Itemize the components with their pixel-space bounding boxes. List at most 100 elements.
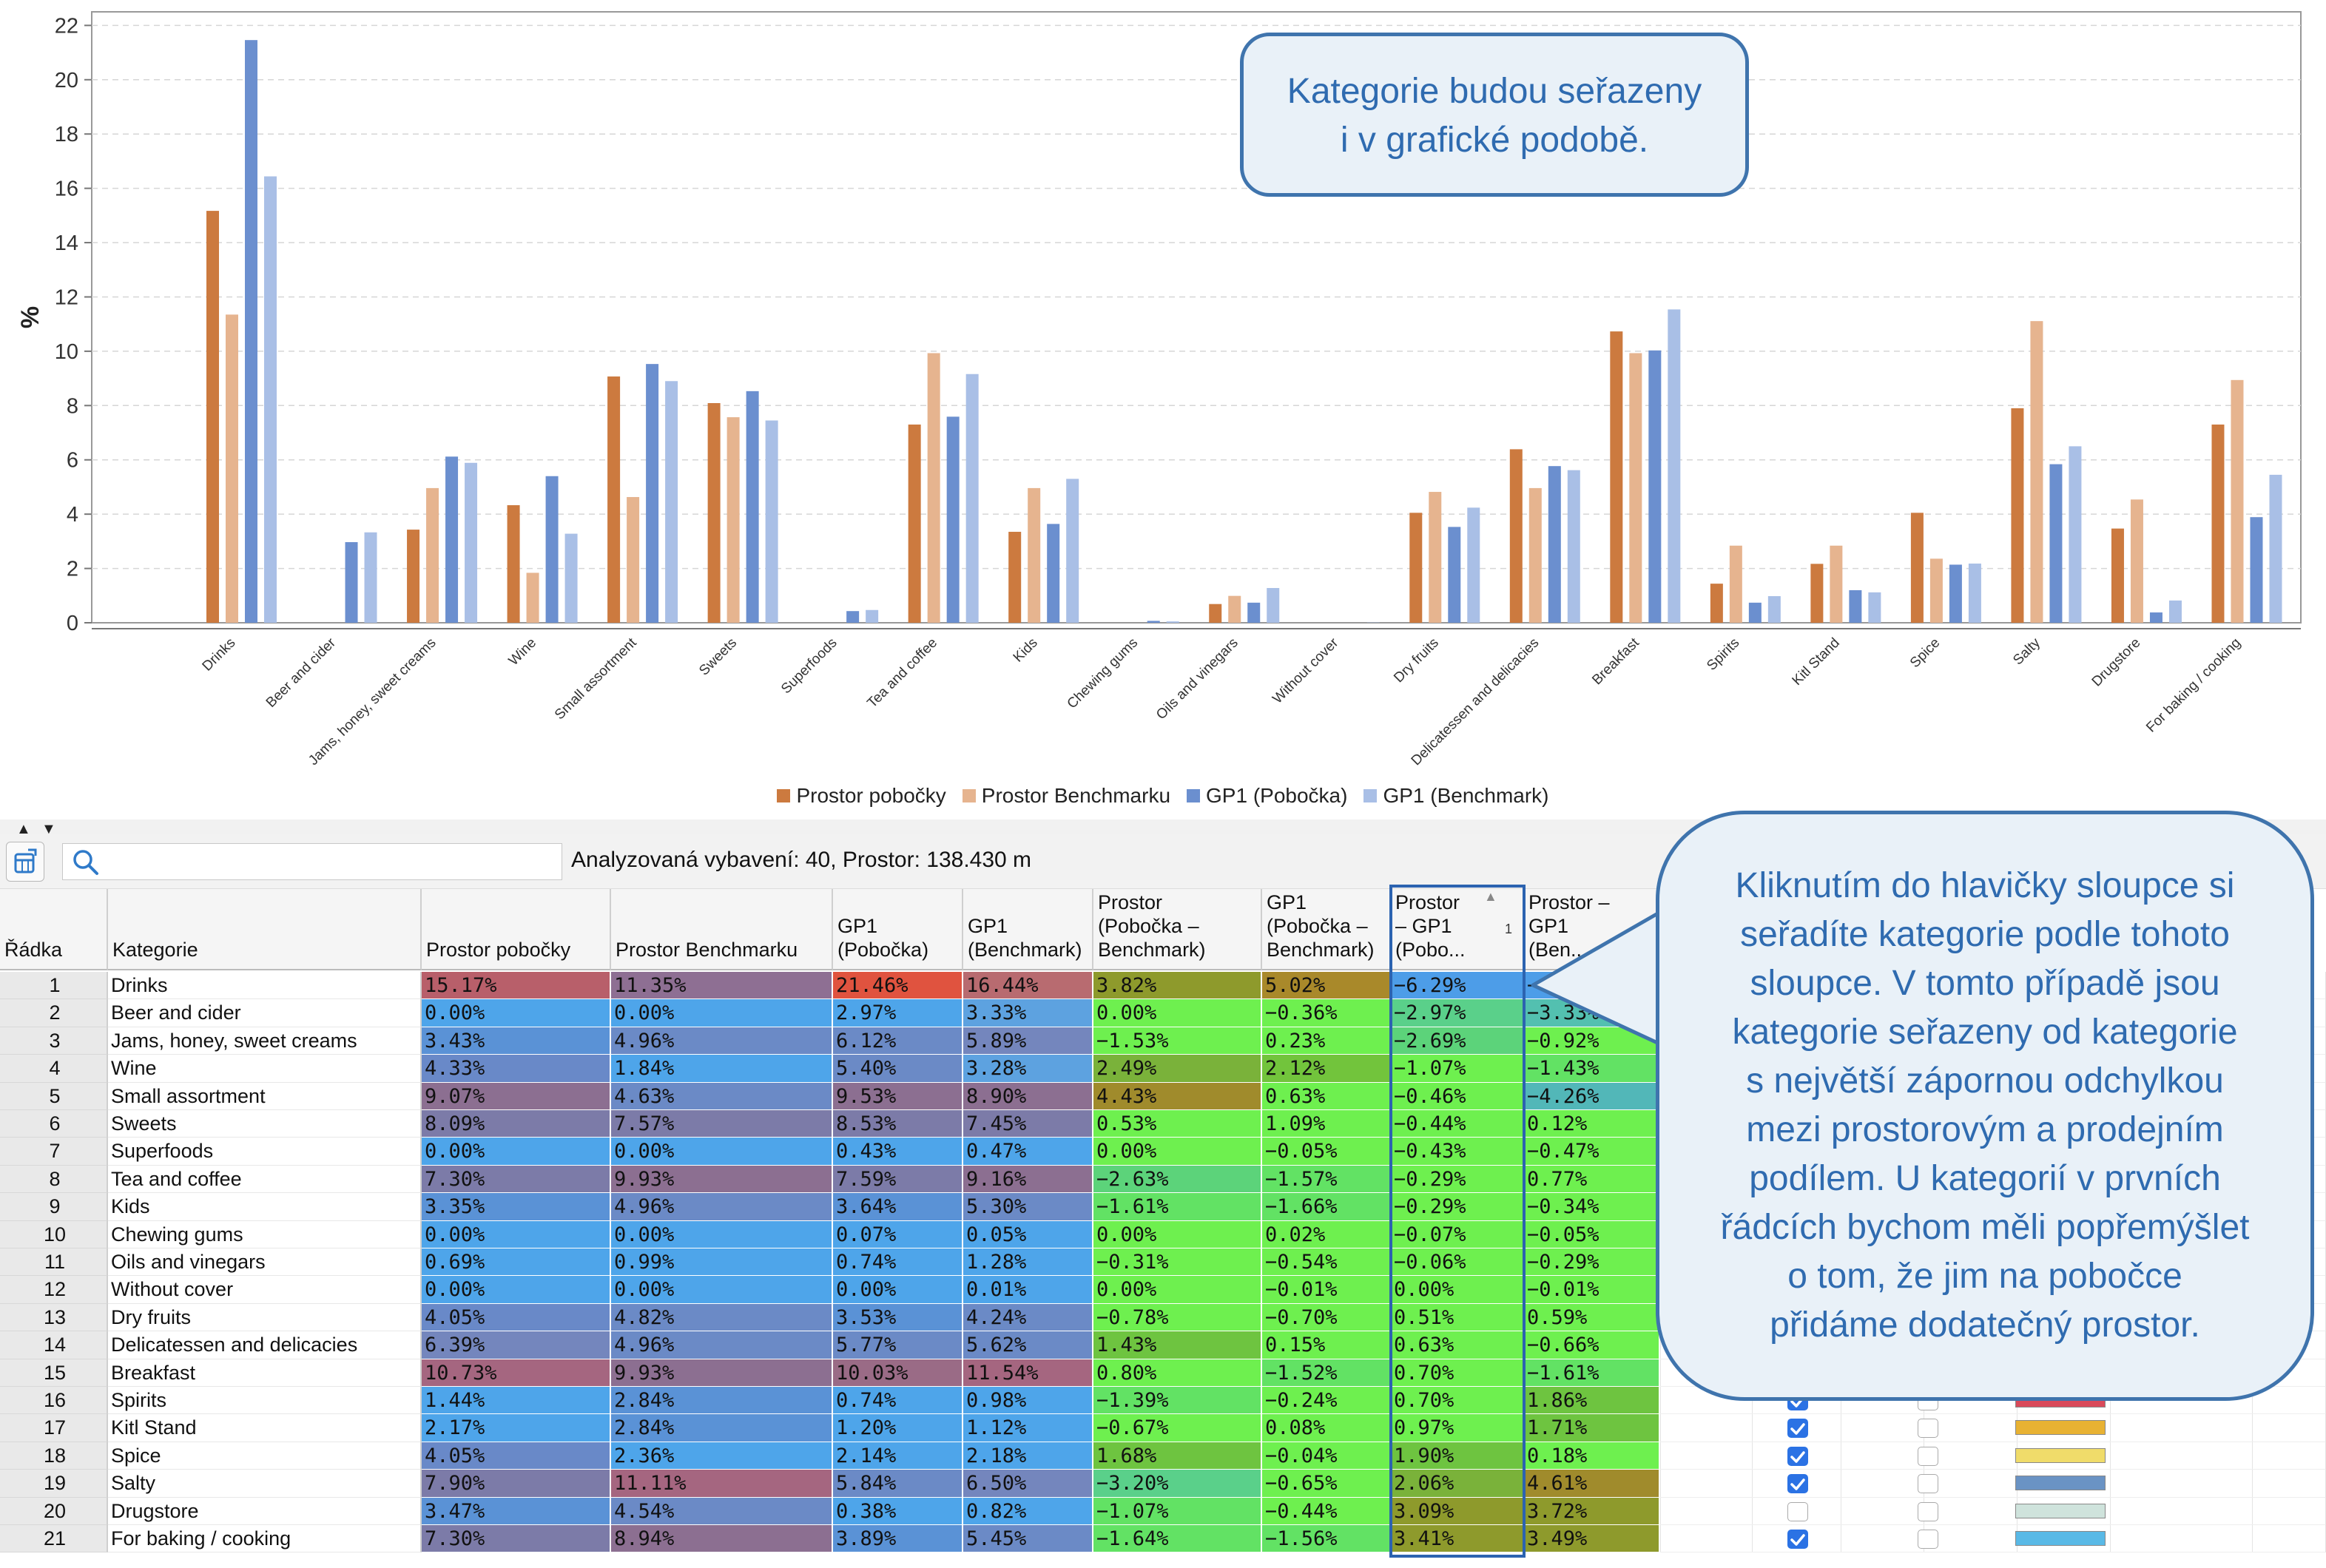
checkbox-unchecked[interactable] xyxy=(1918,1530,1938,1549)
column-divider xyxy=(2110,1497,2111,1524)
category-cell: Oils and vinegars xyxy=(108,1248,422,1277)
column-divider xyxy=(2252,1470,2253,1497)
column-divider xyxy=(2252,1525,2253,1552)
color-swatch[interactable] xyxy=(2015,1420,2106,1436)
header-gp1-diff[interactable]: GP1 (Pobočka – Benchmark) xyxy=(1262,889,1391,970)
color-swatch[interactable] xyxy=(2015,1503,2106,1518)
category-cell: Small assortment xyxy=(108,1082,422,1110)
header-prostor-pobocky[interactable]: Prostor pobočky xyxy=(422,889,611,970)
value-cell: 0.00% xyxy=(422,1276,611,1304)
export-button[interactable] xyxy=(6,842,44,882)
expand-down-icon[interactable]: ▼ xyxy=(41,821,56,837)
bar-15-0 xyxy=(1710,584,1723,623)
search-input[interactable] xyxy=(62,843,562,880)
value-cell: −2.63% xyxy=(1093,1165,1262,1194)
checkbox-checked[interactable] xyxy=(1787,1474,1808,1494)
table-row[interactable]: 18 Spice 4.05% 2.36% 2.14% 2.18% 1.68% −0.04% 1.… xyxy=(0,1442,2326,1470)
value-cell: −4.26% xyxy=(1524,1082,1660,1110)
checkbox-unchecked[interactable] xyxy=(1918,1474,1938,1494)
row-number: 12 xyxy=(0,1276,108,1304)
value-cell: −2.69% xyxy=(1391,1027,1524,1055)
header-prostor-gp1-pobocka[interactable]: Prostor – GP1 (Pobo... xyxy=(1391,889,1524,970)
row-number: 18 xyxy=(0,1442,108,1470)
header-prostor-gp1-benchmark[interactable]: Prostor – GP1 (Ben... xyxy=(1524,889,1660,970)
value-cell: 0.82% xyxy=(963,1497,1093,1525)
bar-16-3 xyxy=(1868,592,1881,623)
checkbox-checked[interactable] xyxy=(1787,1530,1808,1549)
header-prostor-diff[interactable]: Prostor (Pobočka – Benchmark) xyxy=(1093,889,1262,970)
sort-indicator: 1 xyxy=(1505,922,1513,936)
bar-7-3 xyxy=(965,374,979,623)
value-cell: 3.33% xyxy=(963,999,1093,1027)
callout-bottom-line-9: o tom, že jim na pobočce xyxy=(1787,1257,2182,1296)
value-cell: 1.12% xyxy=(963,1414,1093,1442)
column-divider xyxy=(2252,1414,2253,1442)
bar-12-0 xyxy=(1409,513,1423,623)
value-cell: 4.61% xyxy=(1524,1470,1660,1498)
callout-bottom-line-3: sloupce. V tomto případě jsou xyxy=(1750,964,2220,1003)
column-divider xyxy=(1752,1414,1753,1442)
table-row[interactable]: 12 Without cover 0.00% 0.00% 0.00% 0.01% 0.00%… xyxy=(0,1276,2326,1304)
table-row[interactable]: 21 For baking / cooking 7.30% 8.94% 3.89% 5.4… xyxy=(0,1525,2326,1553)
category-cell: Wine xyxy=(108,1055,422,1083)
category-label-15: Spirits xyxy=(1704,635,1742,674)
value-cell: 3.47% xyxy=(422,1497,611,1525)
header-gp1-benchmark[interactable]: GP1 (Benchmark) xyxy=(963,889,1093,970)
value-cell: −1.64% xyxy=(1093,1525,1262,1553)
value-cell: −0.05% xyxy=(1524,1220,1660,1248)
table-row[interactable]: 17 Kitl Stand 2.17% 2.84% 1.20% 1.12% −0.67% 0.… xyxy=(0,1414,2326,1442)
bar-19-1 xyxy=(2130,499,2143,623)
value-cell: 1.44% xyxy=(422,1387,611,1415)
table-row[interactable]: 20 Drugstore 3.47% 4.54% 0.38% 0.82% −1.07% −0.… xyxy=(0,1497,2326,1525)
checkbox-checked[interactable] xyxy=(1787,1446,1808,1466)
checkbox-unchecked[interactable] xyxy=(1918,1501,1938,1521)
value-cell: −0.47% xyxy=(1524,1138,1660,1166)
value-cell: 9.93% xyxy=(611,1165,833,1194)
value-cell: 5.30% xyxy=(963,1193,1093,1221)
header-category[interactable]: Kategorie xyxy=(108,889,422,970)
checkbox-unchecked[interactable] xyxy=(1918,1446,1938,1466)
color-swatch[interactable] xyxy=(2015,1447,2106,1463)
value-cell: 0.77% xyxy=(1524,1165,1660,1194)
bar-15-3 xyxy=(1767,596,1781,623)
bar-0-0 xyxy=(206,211,219,624)
value-cell: 0.00% xyxy=(1093,1276,1262,1304)
value-cell: 4.63% xyxy=(611,1082,833,1110)
value-cell: −0.29% xyxy=(1391,1193,1524,1221)
value-cell: 0.01% xyxy=(963,1276,1093,1304)
value-cell: −0.54% xyxy=(1262,1248,1391,1277)
expand-up-icon[interactable]: ▲ xyxy=(16,821,31,837)
row-number: 14 xyxy=(0,1331,108,1359)
bar-5-3 xyxy=(765,420,778,623)
y-axis-title: % xyxy=(16,306,44,328)
bar-19-2 xyxy=(2149,612,2162,623)
header-gp1-pobocka[interactable]: GP1 (Pobočka) xyxy=(833,889,963,970)
value-cell: −1.43% xyxy=(1524,1055,1660,1083)
table-row[interactable]: 4 Wine 4.33% 1.84% 5.40% 3.28% 2.49% 2.12% −1.07… xyxy=(0,1055,2326,1083)
value-cell: 1.86% xyxy=(1524,1387,1660,1415)
header-row-number[interactable]: Řádka xyxy=(0,889,108,970)
category-label-18: Salty xyxy=(2010,635,2043,668)
checkbox-checked[interactable] xyxy=(1787,1419,1808,1439)
value-cell: −0.65% xyxy=(1262,1470,1391,1498)
value-cell: 2.18% xyxy=(963,1442,1093,1470)
value-cell: 1.09% xyxy=(1262,1110,1391,1138)
bar-14-2 xyxy=(1648,350,1662,623)
y-tick-label-7: 14 xyxy=(55,232,78,255)
row-number: 8 xyxy=(0,1165,108,1194)
bar-3-0 xyxy=(507,505,520,623)
bar-18-2 xyxy=(2049,464,2063,623)
bar-8-0 xyxy=(1008,532,1022,623)
color-swatch[interactable] xyxy=(2015,1531,2106,1546)
bar-14-1 xyxy=(1629,353,1642,623)
value-cell: −0.05% xyxy=(1262,1138,1391,1166)
header-prostor-benchmarku[interactable]: Prostor Benchmarku xyxy=(611,889,833,970)
checkbox-unchecked[interactable] xyxy=(1787,1501,1808,1521)
bar-5-0 xyxy=(707,403,721,623)
checkbox-unchecked[interactable] xyxy=(1918,1419,1938,1439)
table-row[interactable]: 19 Salty 7.90% 11.11% 5.84% 6.50% −3.20% −0.65%… xyxy=(0,1470,2326,1498)
value-cell: 1.90% xyxy=(1391,1442,1524,1470)
category-label-7: Tea and coffee xyxy=(864,635,940,712)
bar-19-3 xyxy=(2168,600,2182,623)
color-swatch[interactable] xyxy=(2015,1476,2106,1491)
